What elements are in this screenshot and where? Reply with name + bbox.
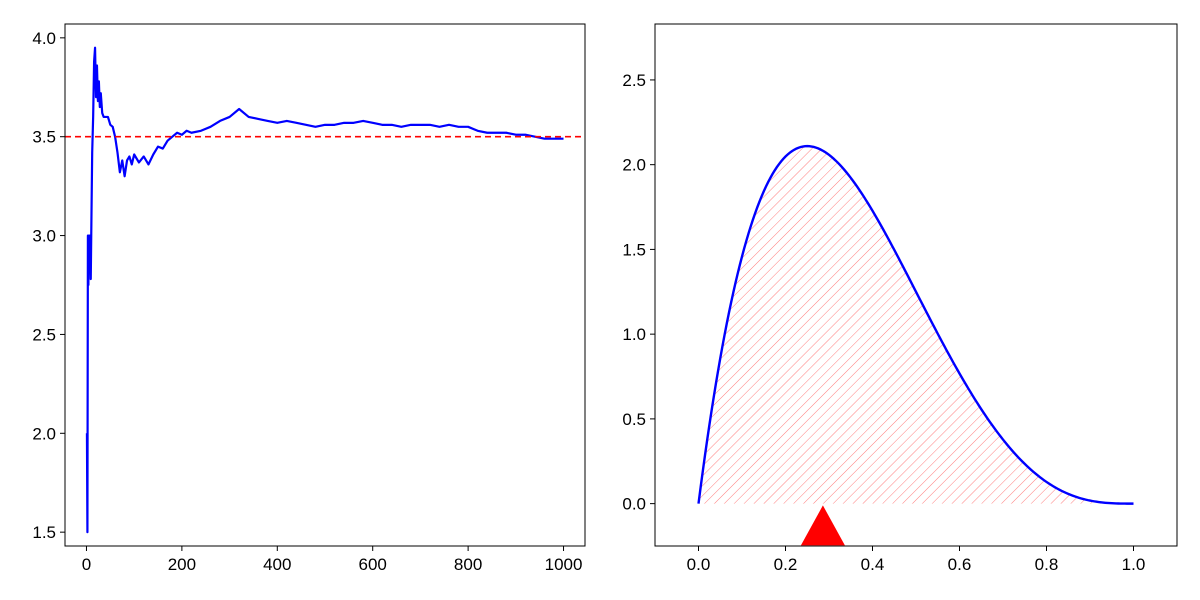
right-y-tick-label: 1.0 [622,325,646,344]
left-x-tick-label: 200 [168,555,196,574]
left-plot-area [65,46,585,534]
left-x-tick-label: 1000 [545,555,583,574]
left-x-tick-label: 400 [263,555,291,574]
left-y-tick-label: 4.0 [32,29,56,48]
right-y-tick-label: 0.0 [622,495,646,514]
left-x-axis-ticks: 0 200 400 600 800 1000 [82,546,583,574]
right-x-tick-label: 0.2 [774,555,798,574]
right-x-axis-ticks: 0.0 0.2 0.4 0.6 0.8 1.0 [687,546,1146,574]
left-y-tick-label: 1.5 [32,523,56,542]
triangle-marker [800,505,845,546]
running-mean-line [85,46,564,534]
left-x-tick-label: 800 [454,555,482,574]
right-plot-area [697,144,1134,546]
right-x-tick-label: 0.4 [861,555,885,574]
left-y-axis-ticks: 1.5 2.0 2.5 3.0 3.5 4.0 [32,29,65,542]
left-y-tick-label: 3.0 [32,227,56,246]
right-axes-frame [654,23,1178,547]
left-y-tick-label: 3.5 [32,128,56,147]
right-chart-panel: 0.0 0.2 0.4 0.6 0.8 1.0 0.0 0.5 1.0 1.5 2.0 2.5 [622,23,1178,574]
hatched-area [698,146,1134,504]
left-y-tick-label: 2.0 [32,424,56,443]
left-y-tick-label: 2.5 [32,325,56,344]
right-x-tick-label: 0.8 [1035,555,1059,574]
right-y-tick-label: 0.5 [622,410,646,429]
left-chart-panel: 0 200 400 600 800 1000 1.5 2.0 2.5 3.0 3.5 4.0 [32,23,586,574]
right-y-axis-ticks: 0.0 0.5 1.0 1.5 2.0 2.5 [622,71,655,514]
right-y-tick-label: 2.0 [622,156,646,175]
density-curve [697,144,1134,505]
left-x-tick-label: 0 [82,555,91,574]
right-x-tick-label: 0.0 [687,555,711,574]
right-y-tick-label: 2.5 [622,71,646,90]
right-x-tick-label: 1.0 [1122,555,1146,574]
left-x-tick-label: 600 [359,555,387,574]
left-axes-frame [64,23,586,547]
right-x-tick-label: 0.6 [948,555,972,574]
right-y-tick-label: 1.5 [622,240,646,259]
